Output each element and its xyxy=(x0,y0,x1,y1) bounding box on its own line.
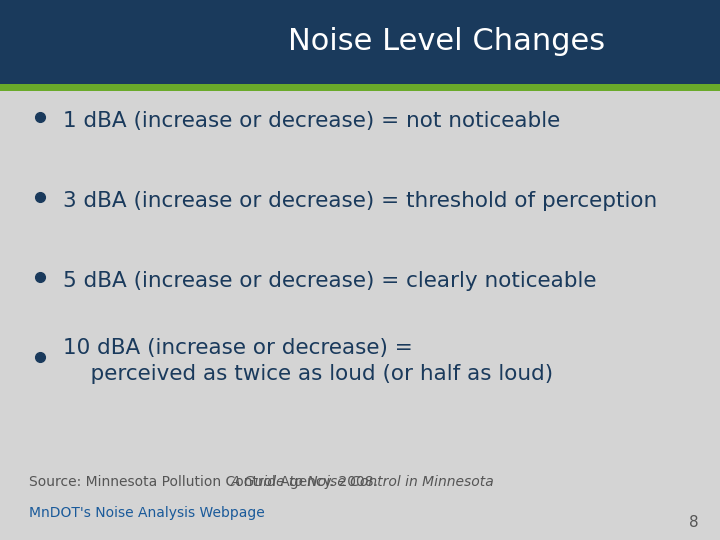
Text: 1 dBA (increase or decrease) = not noticeable: 1 dBA (increase or decrease) = not notic… xyxy=(63,111,561,132)
Text: MnDOT's Noise Analysis Webpage: MnDOT's Noise Analysis Webpage xyxy=(29,506,264,520)
FancyBboxPatch shape xyxy=(0,91,720,540)
FancyBboxPatch shape xyxy=(0,0,720,84)
Text: 5 dBA (increase or decrease) = clearly noticeable: 5 dBA (increase or decrease) = clearly n… xyxy=(63,271,597,292)
Text: 8: 8 xyxy=(689,515,698,530)
Text: Source: Minnesota Pollution Control Agency. 2008.: Source: Minnesota Pollution Control Agen… xyxy=(29,475,382,489)
FancyBboxPatch shape xyxy=(0,84,720,91)
Text: A Guide to Noise Control in Minnesota: A Guide to Noise Control in Minnesota xyxy=(230,475,494,489)
Text: 3 dBA (increase or decrease) = threshold of perception: 3 dBA (increase or decrease) = threshold… xyxy=(63,191,657,212)
Text: 10 dBA (increase or decrease) =
    perceived as twice as loud (or half as loud): 10 dBA (increase or decrease) = perceive… xyxy=(63,338,554,384)
Text: Noise Level Changes: Noise Level Changes xyxy=(288,28,605,56)
